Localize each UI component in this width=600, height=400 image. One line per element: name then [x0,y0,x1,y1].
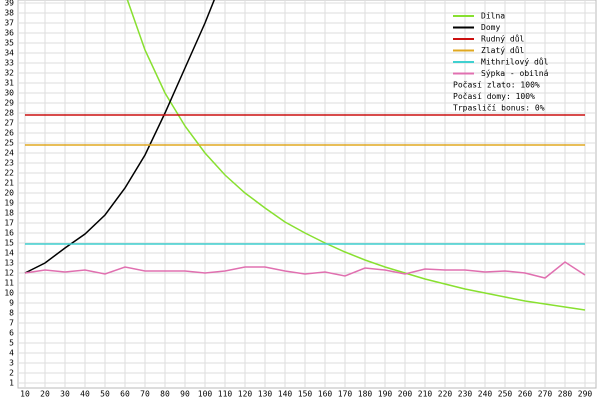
x-tick-label: 110 [218,390,233,399]
x-tick-label: 130 [258,390,273,399]
x-tick-label: 140 [278,390,293,399]
y-tick-label: 37 [4,19,14,28]
y-tick-label: 21 [4,179,14,188]
y-tick-label: 18 [4,209,14,218]
x-tick-label: 290 [578,390,593,399]
legend-label: Sýpka - obilná [481,69,549,78]
y-tick-label: 35 [4,39,14,48]
y-tick-label: 15 [4,239,14,248]
x-tick-label: 250 [498,390,513,399]
y-tick-label: 9 [9,299,14,308]
y-tick-label: 33 [4,59,14,68]
y-tick-label: 31 [4,79,14,88]
y-tick-label: 1 [9,379,14,388]
note: Trpasličí bonus: 0% [453,103,545,113]
x-tick-label: 170 [338,390,353,399]
legend-label: Rudný důl [481,34,525,44]
x-tick-label: 220 [438,390,453,399]
y-tick-label: 16 [4,229,14,238]
y-tick-label: 27 [4,119,14,128]
y-tick-label: 3 [9,359,14,368]
legend-label: Zlatý důl [481,45,525,55]
x-tick-label: 80 [160,390,170,399]
x-tick-label: 20 [40,390,50,399]
x-tick-label: 10 [20,390,30,399]
x-tick-label: 210 [418,390,433,399]
x-tick-label: 190 [378,390,393,399]
x-tick-label: 240 [478,390,493,399]
y-tick-label: 28 [4,109,14,118]
x-tick-label: 270 [538,390,553,399]
y-tick-label: 23 [4,159,14,168]
x-tick-label: 260 [518,390,533,399]
legend-label: Dílna [481,12,505,21]
x-tick-label: 60 [120,390,130,399]
y-tick-label: 20 [4,189,14,198]
x-tick-label: 40 [80,390,90,399]
y-tick-label: 8 [9,309,14,318]
y-tick-label: 4 [9,349,14,358]
x-tick-label: 160 [318,390,333,399]
x-tick-label: 90 [180,390,190,399]
y-tick-label: 13 [4,259,14,268]
series-line [126,0,586,311]
x-tick-label: 180 [358,390,373,399]
series-line [24,261,586,279]
x-tick-label: 70 [140,390,150,399]
y-tick-label: 12 [4,269,14,278]
y-tick-label: 17 [4,219,14,228]
y-tick-label: 14 [4,249,14,258]
y-tick-label: 10 [4,289,14,298]
y-tick-label: 11 [4,279,14,288]
y-tick-label: 2 [9,369,14,378]
x-tick-label: 30 [60,390,70,399]
x-tick-label: 50 [100,390,110,399]
y-tick-label: 22 [4,169,14,178]
x-tick-label: 100 [198,390,213,399]
legend-label: Mithrilový důl [481,57,549,67]
y-tick-label: 29 [4,99,14,108]
y-tick-label: 19 [4,199,14,208]
y-tick-label: 6 [9,329,14,338]
note: Počasí domy: 100% [453,91,535,101]
y-tick-label: 36 [4,29,14,38]
y-tick-label: 39 [4,0,14,8]
y-tick-label: 24 [4,149,14,158]
y-tick-label: 26 [4,129,14,138]
legend-label: Domy [481,23,500,32]
x-tick-label: 150 [298,390,313,399]
y-tick-label: 38 [4,9,14,18]
series-line [24,0,216,274]
y-tick-label: 34 [4,49,14,58]
y-tick-label: 30 [4,89,14,98]
note: Počasí zlato: 100% [453,80,540,90]
x-tick-label: 280 [558,390,573,399]
x-tick-label: 230 [458,390,473,399]
y-tick-label: 32 [4,69,14,78]
y-tick-label: 7 [9,319,14,328]
y-tick-label: 25 [4,139,14,148]
x-tick-label: 200 [398,390,413,399]
x-tick-label: 120 [238,390,253,399]
y-tick-label: 5 [9,339,14,348]
